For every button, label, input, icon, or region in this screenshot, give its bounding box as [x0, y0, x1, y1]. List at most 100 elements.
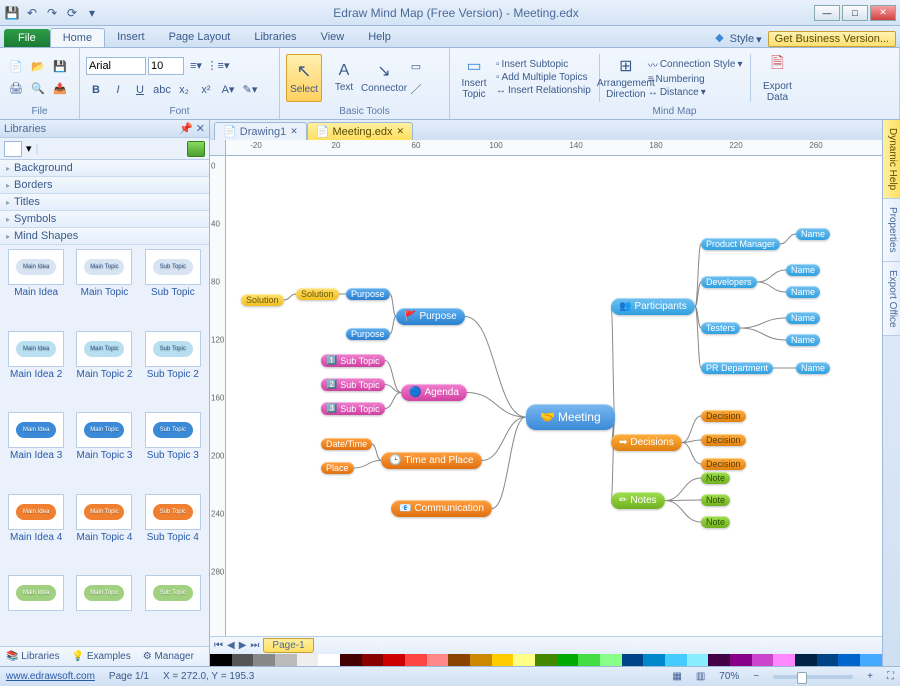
- minimize-button[interactable]: —: [814, 5, 840, 21]
- side-tab[interactable]: Dynamic Help: [883, 120, 900, 199]
- connector-tool[interactable]: ↘Connector: [366, 54, 402, 102]
- lib-bottom-tab[interactable]: ⚙ Manager: [137, 647, 200, 666]
- numbering-icon[interactable]: ⋮≡▾: [208, 56, 228, 76]
- file-tab[interactable]: File: [4, 29, 50, 47]
- mindmap-node[interactable]: Name: [786, 312, 820, 324]
- page-nav-last-icon[interactable]: ⏭: [250, 640, 259, 651]
- save-icon[interactable]: 💾: [50, 57, 70, 77]
- mindmap-node[interactable]: Name: [796, 362, 830, 374]
- page-nav-prev-icon[interactable]: ◀: [227, 640, 235, 651]
- help-icon[interactable]: ◆: [715, 31, 723, 47]
- lib-category[interactable]: Symbols: [0, 211, 209, 228]
- shape-thumbnail[interactable]: Main Idea: [4, 575, 68, 642]
- tab-view[interactable]: View: [309, 28, 357, 47]
- mindmap-node[interactable]: Decision: [701, 434, 746, 446]
- undo-icon[interactable]: ↶: [24, 5, 40, 21]
- view-normal-icon[interactable]: ▥: [696, 671, 705, 682]
- mindmap-node[interactable]: Decision: [701, 458, 746, 470]
- lib-dropdown-icon[interactable]: ▾: [26, 142, 32, 155]
- conn-style-link[interactable]: 〰 Connection Style ▾: [648, 57, 743, 72]
- side-tab[interactable]: Export Office: [883, 262, 900, 337]
- shape-thumbnail[interactable]: Sub TopicSub Topic 3: [141, 412, 205, 490]
- lib-go-button[interactable]: [187, 141, 205, 157]
- close-button[interactable]: ✕: [870, 5, 896, 21]
- zoom-slider[interactable]: [773, 675, 853, 679]
- mindmap-node[interactable]: 🤝Meeting: [526, 404, 615, 430]
- shape-thumbnail[interactable]: Main TopicMain Topic 2: [72, 331, 136, 409]
- mindmap-node[interactable]: ➡Decisions: [611, 434, 682, 451]
- redo-icon[interactable]: ↷: [44, 5, 60, 21]
- distance-link[interactable]: ↔ Distance ▾: [648, 87, 743, 98]
- shape-thumbnail[interactable]: Main TopicMain Topic 4: [72, 494, 136, 572]
- mindmap-node[interactable]: Purpose: [346, 328, 390, 340]
- refresh-icon[interactable]: ⟳: [64, 5, 80, 21]
- insert-topic-button[interactable]: ▭Insert Topic: [456, 54, 492, 102]
- mindmap-node[interactable]: Name: [786, 264, 820, 276]
- export-icon[interactable]: 📤: [50, 79, 70, 99]
- lib-shape-preview[interactable]: [4, 141, 22, 157]
- bold-button[interactable]: B: [86, 80, 106, 100]
- tab-libraries[interactable]: Libraries: [242, 28, 308, 47]
- preview-icon[interactable]: 🔍: [28, 79, 48, 99]
- mindmap-node[interactable]: 🚩Purpose: [396, 308, 465, 325]
- save-icon[interactable]: 💾: [4, 5, 20, 21]
- lib-category[interactable]: Borders: [0, 177, 209, 194]
- mindmap-node[interactable]: Solution: [241, 294, 284, 306]
- mindmap-node[interactable]: Name: [786, 286, 820, 298]
- page-nav-next-icon[interactable]: ▶: [239, 640, 247, 651]
- mindmap-node[interactable]: 👥Participants: [611, 298, 695, 315]
- page-tab[interactable]: Page-1: [263, 638, 313, 653]
- lib-bottom-tab[interactable]: 💡 Examples: [66, 647, 137, 666]
- vendor-link[interactable]: www.edrawsoft.com: [6, 671, 95, 682]
- arrangement-button[interactable]: ⊞Arrangement Direction: [608, 54, 644, 102]
- shape-rect-icon[interactable]: ▭: [406, 57, 426, 77]
- export-data-button[interactable]: 🗎Export Data: [759, 54, 795, 102]
- open-icon[interactable]: 📂: [28, 57, 48, 77]
- mindmap-node[interactable]: Place: [321, 462, 354, 474]
- font-color-icon[interactable]: A▾: [218, 80, 238, 100]
- mindmap-node[interactable]: 📧Communication: [391, 500, 492, 517]
- lib-category[interactable]: Titles: [0, 194, 209, 211]
- shape-line-icon[interactable]: ／: [406, 79, 426, 99]
- mindmap-node[interactable]: Testers: [701, 322, 740, 334]
- shape-thumbnail[interactable]: Main IdeaMain Idea 3: [4, 412, 68, 490]
- mindmap-node[interactable]: Note: [701, 472, 730, 484]
- mindmap-node[interactable]: 1️⃣Sub Topic: [321, 354, 385, 367]
- get-business-button[interactable]: Get Business Version...: [768, 31, 896, 47]
- shape-thumbnail[interactable]: Sub TopicSub Topic 4: [141, 494, 205, 572]
- close-tab-icon[interactable]: ✕: [290, 126, 298, 137]
- mindmap-node[interactable]: Date/Time: [321, 438, 372, 450]
- lib-category[interactable]: Background: [0, 160, 209, 177]
- mindmap-node[interactable]: Product Manager: [701, 238, 780, 250]
- mindmap-node[interactable]: 🔵Agenda: [401, 384, 467, 401]
- font-size-select[interactable]: [148, 57, 184, 75]
- shape-thumbnail[interactable]: Main TopicMain Topic 3: [72, 412, 136, 490]
- mindmap-node[interactable]: Name: [796, 228, 830, 240]
- mindmap-node[interactable]: Note: [701, 516, 730, 528]
- mindmap-node[interactable]: ✏Notes: [611, 492, 665, 509]
- shape-thumbnail[interactable]: Main IdeaMain Idea 4: [4, 494, 68, 572]
- qat-dropdown-icon[interactable]: ▾: [84, 5, 100, 21]
- mindmap-node[interactable]: Note: [701, 494, 730, 506]
- font-family-select[interactable]: [86, 57, 146, 75]
- shape-thumbnail[interactable]: Sub Topic: [141, 575, 205, 642]
- lib-category[interactable]: Mind Shapes: [0, 228, 209, 245]
- view-grid-icon[interactable]: ▦: [672, 671, 681, 682]
- mindmap-node[interactable]: 2️⃣Sub Topic: [321, 378, 385, 391]
- lib-bottom-tab[interactable]: 📚 Libraries: [0, 647, 66, 666]
- highlight-icon[interactable]: ✎▾: [240, 80, 260, 100]
- zoom-out-icon[interactable]: −: [753, 671, 759, 682]
- document-tab[interactable]: 📄 Drawing1 ✕: [214, 122, 307, 140]
- tab-page-layout[interactable]: Page Layout: [157, 28, 243, 47]
- mindmap-node[interactable]: Developers: [701, 276, 757, 288]
- bullets-icon[interactable]: ≡▾: [186, 56, 206, 76]
- shape-thumbnail[interactable]: Main IdeaMain Idea 2: [4, 331, 68, 409]
- mindmap-node[interactable]: PR Department: [701, 362, 773, 374]
- text-tool[interactable]: AText: [326, 54, 362, 102]
- underline-button[interactable]: U: [130, 80, 150, 100]
- zoom-in-icon[interactable]: +: [867, 671, 873, 682]
- maximize-button[interactable]: □: [842, 5, 868, 21]
- mindmap-node[interactable]: Decision: [701, 410, 746, 422]
- tab-home[interactable]: Home: [50, 28, 105, 47]
- libraries-pin-icon[interactable]: 📌 ✕: [179, 122, 205, 135]
